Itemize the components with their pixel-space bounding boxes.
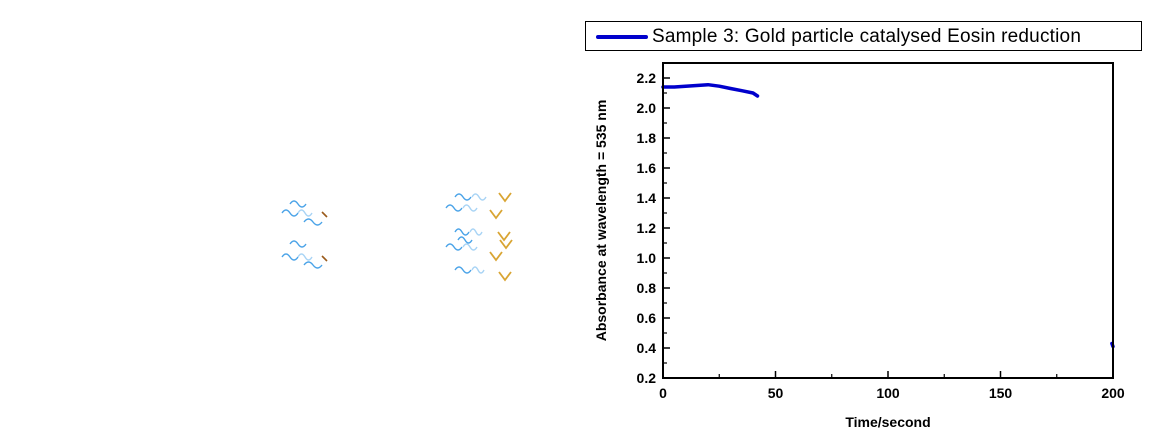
wave-glyph bbox=[462, 243, 478, 251]
wave-glyph bbox=[281, 253, 299, 261]
wave-glyph bbox=[297, 209, 313, 217]
y-axis-label: Absorbance at wavelength = 535 nm bbox=[593, 100, 609, 342]
series-layer bbox=[661, 82, 1115, 349]
x-tick-label: 150 bbox=[989, 385, 1013, 401]
y-tick-label: 1.6 bbox=[637, 160, 657, 176]
wave-glyph bbox=[281, 209, 299, 217]
y-tick-label: 1.4 bbox=[637, 190, 657, 206]
y-tick-label: 1.0 bbox=[637, 250, 657, 266]
line-chart: 0 50 100 150 200 0.2 0.4 0.6 0.8 1.0 1.2 1.4 1.6 1.8 2… bbox=[593, 62, 1125, 430]
wave-glyph bbox=[445, 243, 463, 251]
legend-entry-label: Sample 3: Gold particle catalysed Eosin … bbox=[652, 26, 1082, 47]
x-tick-label: 50 bbox=[768, 385, 784, 401]
wave-glyph bbox=[462, 204, 478, 212]
gold-particle-glyph bbox=[498, 192, 512, 203]
gold-particle-glyph bbox=[489, 209, 503, 220]
tick-labels: 0 50 100 150 200 0.2 0.4 0.6 0.8 1.0 1.2 1.4 1.6 1.8 2… bbox=[637, 70, 1125, 401]
y-tick-label: 0.4 bbox=[637, 340, 657, 356]
x-tick-label: 0 bbox=[659, 385, 667, 401]
axis-ticks bbox=[662, 77, 1114, 379]
wave-glyph bbox=[445, 204, 463, 212]
y-tick-label: 0.8 bbox=[637, 280, 657, 296]
wave-glyph bbox=[289, 200, 307, 208]
y-tick-label: 2.0 bbox=[637, 100, 657, 116]
gold-particle-glyph bbox=[489, 251, 503, 262]
plot-frame bbox=[662, 62, 1114, 379]
wave-glyph bbox=[289, 240, 307, 248]
wave-glyph bbox=[454, 266, 472, 274]
wave-glyph bbox=[471, 266, 485, 274]
gold-particle-glyph bbox=[497, 231, 511, 242]
wave-glyph bbox=[303, 218, 323, 226]
wave-glyph bbox=[454, 193, 472, 201]
y-tick-label: 0.6 bbox=[637, 310, 657, 326]
wave-glyph bbox=[454, 228, 470, 236]
decorative-wave-glyphs bbox=[281, 192, 513, 282]
legend-swatch-line bbox=[596, 35, 648, 39]
wave-glyph bbox=[469, 228, 483, 236]
y-tick-label: 0.2 bbox=[637, 370, 657, 386]
wave-glyph bbox=[297, 253, 313, 261]
gold-particle-glyph bbox=[498, 271, 512, 282]
wave-glyph bbox=[457, 236, 473, 244]
wave-accent bbox=[321, 211, 328, 218]
gold-particle-glyph bbox=[499, 239, 513, 250]
wave-glyph bbox=[303, 261, 323, 269]
series-line-0 bbox=[661, 82, 760, 98]
x-axis-label: Time/second bbox=[845, 414, 930, 430]
chart-legend: Sample 3: Gold particle catalysed Eosin … bbox=[585, 21, 1142, 51]
x-tick-label: 200 bbox=[1101, 385, 1125, 401]
y-tick-label: 1.2 bbox=[637, 220, 657, 236]
y-tick-label: 1.8 bbox=[637, 130, 657, 146]
x-tick-label: 100 bbox=[876, 385, 900, 401]
y-tick-label: 2.2 bbox=[637, 70, 657, 86]
wave-glyph bbox=[471, 193, 487, 201]
wave-accent bbox=[321, 255, 328, 262]
